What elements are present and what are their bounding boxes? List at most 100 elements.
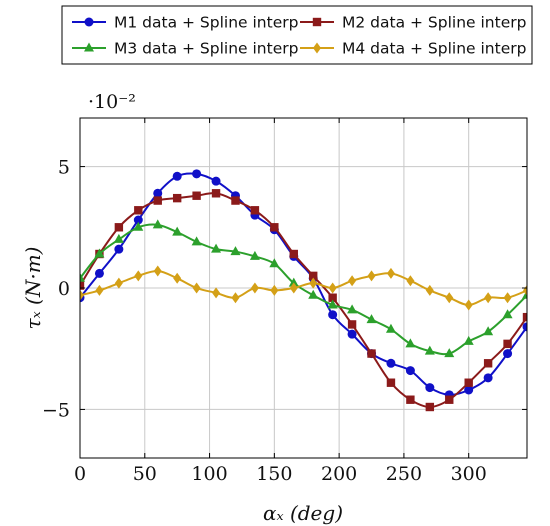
series-4-point [386, 267, 395, 279]
series-2-point [503, 339, 512, 349]
series-3-point [152, 219, 163, 229]
series-1-point [425, 383, 435, 393]
series-2-point [386, 378, 396, 387]
series-3-point [172, 226, 183, 236]
series-1-point [503, 349, 513, 359]
series-3-point [133, 221, 144, 231]
series-3-point [191, 236, 202, 246]
series-3-point [288, 277, 299, 287]
series-4-point [134, 270, 143, 282]
series-3-point [385, 323, 396, 333]
legend-marker [84, 42, 94, 52]
series-2 [80, 189, 527, 412]
series-1-point [483, 373, 493, 383]
series-3-point [366, 314, 377, 324]
series-1-point [192, 169, 202, 179]
series-3-point [405, 338, 416, 348]
series-2-point [231, 196, 240, 205]
legend-marker [84, 17, 94, 27]
series-4-point [153, 265, 162, 277]
series-3-point [269, 258, 280, 268]
series-1-point [522, 322, 527, 332]
series-3-point [211, 243, 222, 253]
series-2-point [406, 395, 415, 404]
series-1-point [386, 358, 396, 368]
legend-box [61, 5, 533, 65]
y-multiplier-label: ·10⁻² [88, 91, 136, 113]
legend-item-1: M1 data + Spline interp [72, 14, 298, 32]
series-4-point [445, 292, 454, 304]
series-2-point [114, 223, 124, 232]
series-4-point [270, 284, 279, 296]
series-3-point [94, 248, 105, 258]
series-2-point [80, 281, 85, 290]
series-1-point [464, 385, 474, 395]
series-4-point [309, 277, 318, 289]
x-tick-label: 0 [74, 463, 86, 485]
series-1-point [405, 366, 415, 376]
series-1-point [347, 329, 357, 339]
series-4-point [250, 282, 259, 294]
series-4-point [192, 282, 201, 294]
series-4-point [348, 275, 357, 287]
legend-label: M2 data + Spline interp [342, 14, 526, 32]
series-1 [80, 169, 527, 400]
series-4-point [406, 275, 415, 287]
x-tick-label: 100 [191, 463, 227, 485]
y-tick-label: 0 [58, 278, 70, 300]
series-2-point [134, 206, 143, 215]
series-2-point [328, 293, 337, 302]
series-4-point [484, 292, 493, 304]
legend: M1 data + Spline interp M2 data + Spline … [61, 5, 533, 65]
series-layer [80, 169, 527, 412]
series-3-line [80, 223, 527, 356]
series-2-point [270, 223, 279, 232]
series-2-point [464, 378, 473, 387]
series-4-point [173, 272, 182, 284]
series-2-point [483, 359, 493, 368]
series-2-point [153, 196, 162, 205]
legend-label: M4 data + Spline interp [342, 40, 526, 58]
series-2-point [211, 189, 221, 198]
series-3 [80, 219, 527, 358]
series-4-point [425, 284, 434, 296]
series-4-point [464, 299, 473, 311]
series-2-point [309, 271, 318, 281]
ticks: 0 50 100 150 200 250 300 −5 0 5 [42, 118, 527, 485]
series-4-point [328, 282, 337, 294]
y-axis-label: τₓ (N·m) [21, 247, 45, 330]
y-tick-label: 5 [58, 157, 70, 179]
series-4-point [80, 289, 84, 301]
y-tick-label: −5 [42, 399, 70, 421]
series-3-point [230, 246, 241, 256]
x-tick-label: 50 [133, 463, 157, 485]
legend-label: M3 data + Spline interp [114, 40, 298, 58]
x-tick-label: 300 [451, 463, 487, 485]
series-4-point [503, 292, 512, 304]
legend-item-2: M2 data + Spline interp [300, 14, 526, 32]
series-4-point [289, 282, 298, 294]
x-tick-label: 150 [256, 463, 292, 485]
series-3-point [444, 348, 455, 358]
series-3-point [113, 233, 124, 243]
x-tick-label: 250 [386, 463, 422, 485]
series-3-point [347, 304, 358, 314]
series-2-point [445, 395, 454, 404]
grid [79, 118, 527, 458]
series-2-point [250, 206, 260, 215]
series-1-point [114, 244, 124, 254]
series-3-point [463, 335, 474, 345]
legend-marker [313, 42, 321, 54]
series-1-point [211, 176, 221, 186]
series-2-point [172, 193, 182, 203]
series-3-point [483, 326, 494, 336]
series-2-point [347, 320, 357, 329]
series-1-point [153, 188, 163, 198]
legend-label: M1 data + Spline interp [114, 14, 298, 32]
series-2-point [367, 349, 376, 358]
series-1-point [328, 310, 338, 320]
series-3-point [249, 250, 260, 260]
series-4-point [95, 284, 104, 296]
legend-item-4: M4 data + Spline interp [300, 40, 526, 58]
series-4-point [212, 287, 221, 299]
